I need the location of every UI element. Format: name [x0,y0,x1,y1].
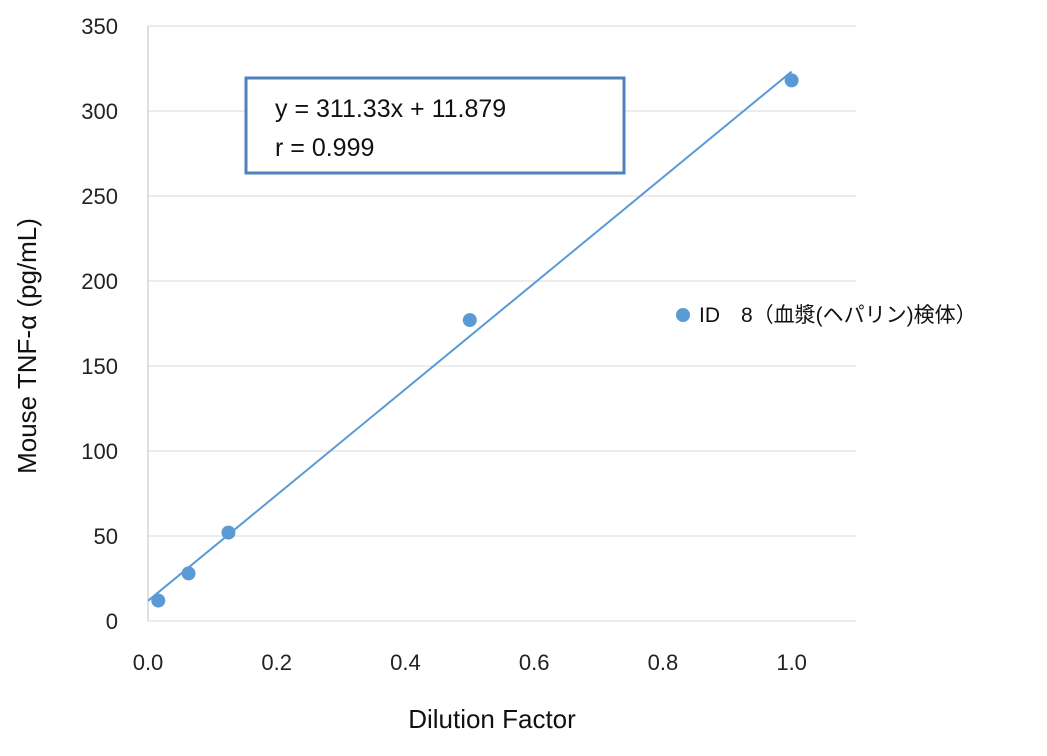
equation-box-border [244,76,626,175]
y-axis-title: Mouse TNF-α (pg/mL) [12,218,42,474]
legend-marker [676,308,690,322]
equation-box: y = 311.33x + 11.879 r = 0.999 [244,76,626,175]
y-tick-label: 200 [81,269,118,294]
correlation-line: r = 0.999 [275,134,374,162]
y-tick-label: 350 [81,14,118,39]
trendline [147,70,793,602]
data-points [151,73,799,608]
y-tick-label: 150 [81,354,118,379]
x-axis-title: Dilution Factor [408,704,576,734]
y-axis-ticks: 0 50 100 150 200 250 300 350 [81,14,118,634]
x-tick-label: 0.0 [133,650,164,675]
x-axis-ticks: 0.0 0.2 0.4 0.6 0.8 1.0 [133,650,807,675]
data-point [181,566,196,581]
y-tick-label: 300 [81,99,118,124]
y-tick-label: 250 [81,184,118,209]
x-tick-label: 0.8 [648,650,679,675]
data-point [221,525,236,540]
x-tick-label: 1.0 [776,650,807,675]
equation-line: y = 311.33x + 11.879 [275,95,506,123]
y-tick-label: 0 [106,609,118,634]
legend: ID 8（血漿(ヘパリン)検体） [676,304,977,327]
data-point [151,593,166,608]
data-point [784,73,799,88]
x-tick-label: 0.6 [519,650,550,675]
x-tick-label: 0.4 [390,650,421,675]
y-tick-label: 100 [81,439,118,464]
legend-label: ID 8（血漿(ヘパリン)検体） [699,304,977,327]
y-tick-label: 50 [94,524,118,549]
data-point [462,313,477,328]
x-tick-label: 0.2 [261,650,292,675]
